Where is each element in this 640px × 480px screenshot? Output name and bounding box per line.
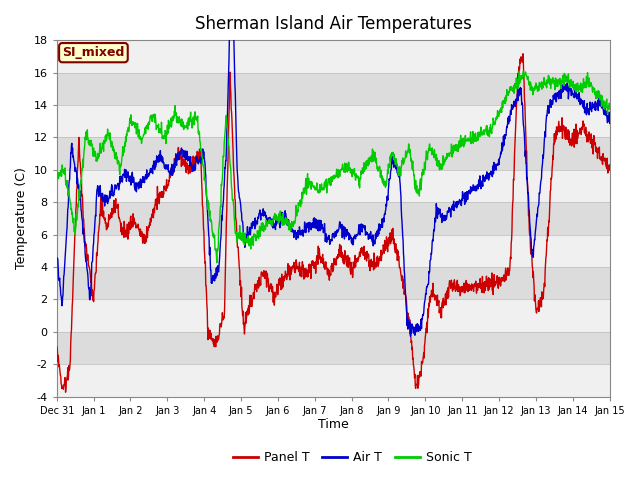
Y-axis label: Temperature (C): Temperature (C): [15, 168, 28, 269]
Bar: [57, 300, 610, 332]
Legend: Panel T, Air T, Sonic T: Panel T, Air T, Sonic T: [227, 446, 477, 469]
Bar: [57, 202, 610, 235]
Bar: [57, 332, 610, 364]
Bar: [57, 137, 610, 170]
X-axis label: Time: Time: [318, 419, 349, 432]
Title: Sherman Island Air Temperatures: Sherman Island Air Temperatures: [195, 15, 472, 33]
Bar: [57, 267, 610, 300]
Bar: [57, 105, 610, 137]
Bar: [57, 40, 610, 72]
Bar: [57, 235, 610, 267]
Bar: [57, 364, 610, 396]
Text: SI_mixed: SI_mixed: [62, 46, 125, 59]
Bar: [57, 170, 610, 202]
Bar: [57, 72, 610, 105]
